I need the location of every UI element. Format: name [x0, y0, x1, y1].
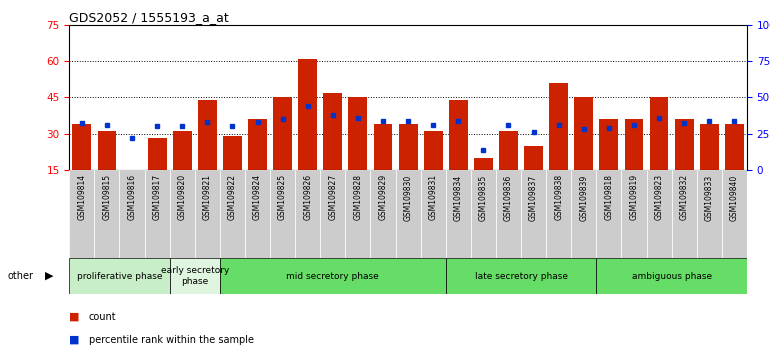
Text: GSM109823: GSM109823 [654, 174, 664, 221]
Text: GSM109821: GSM109821 [203, 174, 212, 220]
Text: GSM109826: GSM109826 [303, 174, 312, 221]
FancyBboxPatch shape [420, 170, 446, 258]
Text: GSM109824: GSM109824 [253, 174, 262, 221]
FancyBboxPatch shape [346, 170, 370, 258]
Text: GSM109818: GSM109818 [604, 174, 614, 220]
Text: late secretory phase: late secretory phase [474, 272, 567, 281]
FancyBboxPatch shape [596, 170, 621, 258]
Text: GSM109832: GSM109832 [680, 174, 688, 221]
FancyBboxPatch shape [671, 170, 697, 258]
FancyBboxPatch shape [195, 170, 220, 258]
FancyBboxPatch shape [496, 170, 521, 258]
FancyBboxPatch shape [621, 170, 647, 258]
FancyBboxPatch shape [145, 170, 169, 258]
Bar [449, 100, 467, 170]
Bar [624, 119, 644, 170]
Text: GSM109833: GSM109833 [705, 174, 714, 221]
Text: proliferative phase: proliferative phase [77, 272, 162, 281]
Bar [273, 97, 292, 170]
FancyBboxPatch shape [521, 170, 546, 258]
FancyBboxPatch shape [546, 170, 571, 258]
Text: ■: ■ [69, 335, 80, 345]
Bar [172, 131, 192, 170]
Bar [98, 131, 116, 170]
FancyBboxPatch shape [169, 170, 195, 258]
Text: mid secretory phase: mid secretory phase [286, 272, 379, 281]
Bar [424, 131, 443, 170]
Bar [248, 119, 267, 170]
FancyBboxPatch shape [95, 170, 119, 258]
Bar [474, 158, 493, 170]
FancyBboxPatch shape [446, 170, 470, 258]
Text: GSM109836: GSM109836 [504, 174, 513, 221]
Bar [499, 131, 518, 170]
Bar [524, 146, 543, 170]
Text: percentile rank within the sample: percentile rank within the sample [89, 335, 253, 345]
FancyBboxPatch shape [370, 170, 396, 258]
Text: GSM109837: GSM109837 [529, 174, 538, 221]
Text: GSM109838: GSM109838 [554, 174, 563, 221]
Text: count: count [89, 312, 116, 322]
Text: GSM109814: GSM109814 [77, 174, 86, 221]
FancyBboxPatch shape [245, 170, 270, 258]
Text: ▶: ▶ [45, 271, 53, 281]
Text: GDS2052 / 1555193_a_at: GDS2052 / 1555193_a_at [69, 11, 229, 24]
FancyBboxPatch shape [119, 170, 145, 258]
Text: GSM109816: GSM109816 [128, 174, 136, 221]
FancyBboxPatch shape [721, 170, 747, 258]
Text: ambiguous phase: ambiguous phase [631, 272, 711, 281]
Bar [700, 124, 718, 170]
FancyBboxPatch shape [396, 170, 420, 258]
FancyBboxPatch shape [270, 170, 295, 258]
FancyBboxPatch shape [571, 170, 596, 258]
Text: ■: ■ [69, 312, 80, 322]
Text: early secretory
phase: early secretory phase [161, 267, 229, 286]
FancyBboxPatch shape [169, 258, 220, 294]
Bar [373, 124, 393, 170]
Bar [725, 124, 744, 170]
FancyBboxPatch shape [69, 258, 169, 294]
Text: GSM109834: GSM109834 [454, 174, 463, 221]
FancyBboxPatch shape [596, 258, 747, 294]
Text: GSM109817: GSM109817 [152, 174, 162, 221]
Text: GSM109827: GSM109827 [328, 174, 337, 221]
Bar [574, 97, 593, 170]
Text: GSM109831: GSM109831 [429, 174, 437, 221]
Text: GSM109815: GSM109815 [102, 174, 112, 221]
FancyBboxPatch shape [647, 170, 671, 258]
FancyBboxPatch shape [220, 170, 245, 258]
Bar [223, 136, 242, 170]
FancyBboxPatch shape [220, 258, 446, 294]
FancyBboxPatch shape [320, 170, 346, 258]
Bar [198, 100, 216, 170]
Text: GSM109819: GSM109819 [629, 174, 638, 221]
Bar [298, 59, 317, 170]
Text: other: other [8, 271, 34, 281]
Bar [549, 83, 568, 170]
Bar [650, 97, 668, 170]
Bar [323, 92, 342, 170]
Bar [72, 124, 92, 170]
FancyBboxPatch shape [470, 170, 496, 258]
Bar [349, 97, 367, 170]
FancyBboxPatch shape [697, 170, 721, 258]
Text: GSM109822: GSM109822 [228, 174, 237, 220]
Bar [675, 119, 694, 170]
Bar [148, 138, 166, 170]
Text: GSM109840: GSM109840 [730, 174, 739, 221]
Text: GSM109829: GSM109829 [379, 174, 387, 221]
Text: GSM109828: GSM109828 [353, 174, 363, 220]
Text: GSM109839: GSM109839 [579, 174, 588, 221]
Text: GSM109825: GSM109825 [278, 174, 287, 221]
Bar [399, 124, 417, 170]
FancyBboxPatch shape [69, 170, 95, 258]
FancyBboxPatch shape [295, 170, 320, 258]
Text: GSM109835: GSM109835 [479, 174, 488, 221]
FancyBboxPatch shape [446, 258, 596, 294]
Text: GSM109830: GSM109830 [403, 174, 413, 221]
Text: GSM109820: GSM109820 [178, 174, 187, 221]
Bar [600, 119, 618, 170]
